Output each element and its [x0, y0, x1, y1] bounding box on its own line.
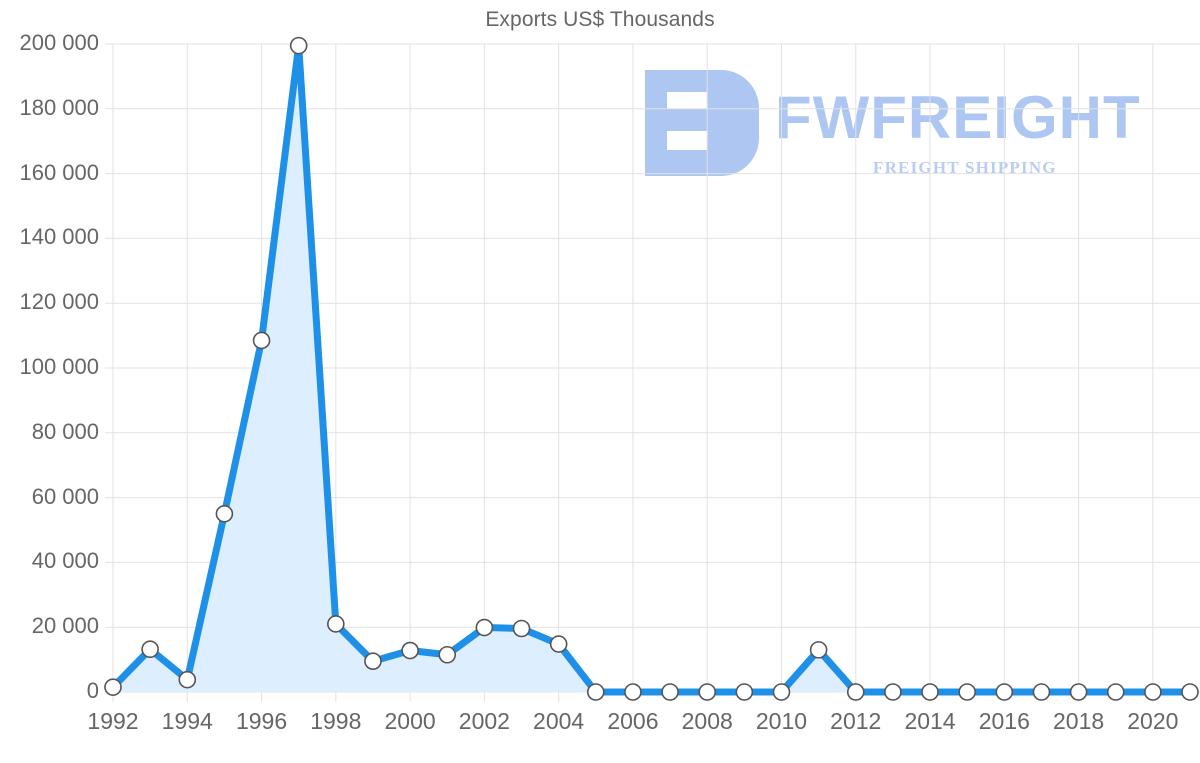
data-point-marker	[1106, 683, 1125, 701]
data-point-marker	[624, 683, 642, 701]
x-axis-tick-label: 2002	[458, 708, 510, 734]
data-point-marker	[884, 683, 902, 701]
x-axis-tick-label: 2014	[904, 708, 956, 734]
x-axis-tick-label: 2008	[681, 708, 733, 734]
x-axis-tick-label: 2010	[755, 708, 808, 734]
data-point-marker	[289, 36, 308, 55]
y-axis-tick-label: 120 000	[19, 289, 99, 315]
data-point-marker	[958, 683, 976, 701]
data-point-marker	[327, 615, 345, 633]
series-markers	[104, 36, 1199, 701]
data-point-marker	[475, 618, 494, 637]
y-axis-tick-label: 80 000	[31, 418, 99, 444]
x-axis-tick-label: 1992	[87, 708, 139, 734]
y-axis-tick-label: 0	[86, 678, 99, 703]
y-axis-tick-label: 20 000	[31, 613, 99, 639]
data-point-marker	[178, 670, 197, 689]
data-point-marker	[438, 645, 457, 664]
data-point-marker	[141, 640, 159, 659]
data-point-marker	[1032, 683, 1051, 701]
data-point-marker	[512, 619, 531, 638]
y-axis-tick-label: 160 000	[19, 159, 99, 185]
y-axis-tick-label: 140 000	[19, 224, 99, 250]
y-axis-tick-label: 180 000	[19, 94, 99, 120]
x-axis-tick-label: 1996	[235, 708, 288, 734]
x-axis-tick-label: 1998	[310, 708, 362, 734]
x-axis-tick-label: 2006	[607, 708, 659, 734]
data-point-marker	[252, 331, 271, 350]
y-axis-tick-label: 200 000	[19, 30, 99, 55]
data-point-marker	[364, 652, 382, 671]
x-axis-tick-label: 2016	[978, 708, 1030, 734]
x-axis-tick-label: 2020	[1127, 708, 1179, 734]
x-axis-tick-label: 2018	[1052, 708, 1105, 734]
data-point-marker	[661, 683, 679, 701]
y-axis-tick-label: 100 000	[19, 354, 99, 379]
data-point-marker	[809, 641, 828, 659]
data-point-marker	[846, 683, 865, 701]
series-area-fill	[113, 45, 1190, 693]
data-point-marker	[921, 683, 939, 701]
x-axis-tick-label: 2000	[384, 708, 436, 734]
data-point-marker	[586, 683, 605, 701]
data-point-marker	[1181, 683, 1199, 701]
y-axis-tick-label: 40 000	[31, 548, 99, 574]
data-point-marker	[772, 683, 791, 701]
x-axis-tick-label: 2012	[830, 708, 882, 734]
y-axis-tick-label: 60 000	[31, 483, 99, 509]
x-axis-tick-label: 1994	[161, 708, 213, 734]
data-point-marker	[995, 683, 1014, 701]
data-point-marker	[401, 641, 419, 660]
data-point-marker	[549, 635, 568, 653]
data-point-marker	[215, 504, 234, 523]
data-point-marker	[104, 678, 122, 696]
data-point-marker	[1069, 683, 1088, 701]
data-point-marker	[698, 683, 717, 701]
data-point-marker	[1144, 683, 1162, 701]
x-axis-tick-label: 2004	[533, 708, 585, 734]
chart-title: Exports US$ Thousands	[485, 8, 715, 31]
data-point-marker	[735, 683, 754, 701]
